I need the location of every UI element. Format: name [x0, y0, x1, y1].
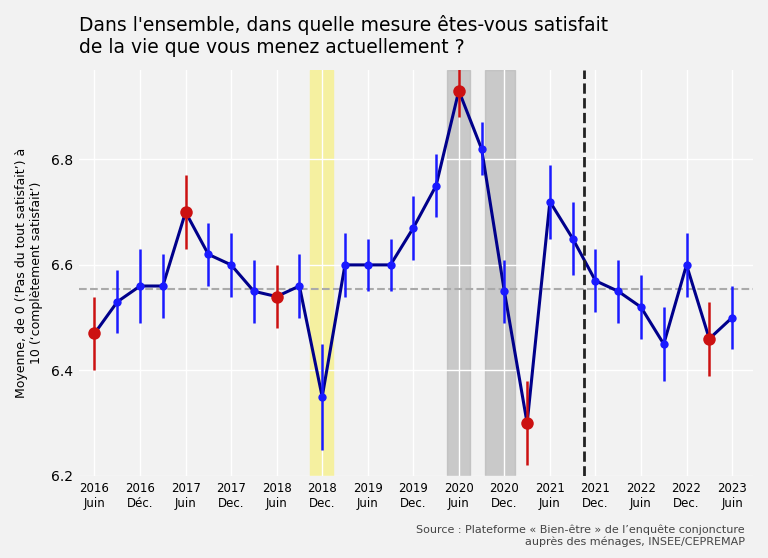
Text: Dans l'ensemble, dans quelle mesure êtes-vous satisfait
de la vie que vous menez: Dans l'ensemble, dans quelle mesure êtes… — [79, 15, 608, 57]
Bar — [485, 70, 515, 476]
Y-axis label: Moyenne, de 0 (‘Pas du tout satisfait’) à
10 (‘complètement satisfait’): Moyenne, de 0 (‘Pas du tout satisfait’) … — [15, 148, 43, 398]
Text: Source : Plateforme « Bien-être » de l’enquête conjoncture
auprès des ménages, I: Source : Plateforme « Bien-être » de l’e… — [416, 524, 745, 547]
Bar — [310, 70, 333, 476]
Bar — [447, 70, 470, 476]
